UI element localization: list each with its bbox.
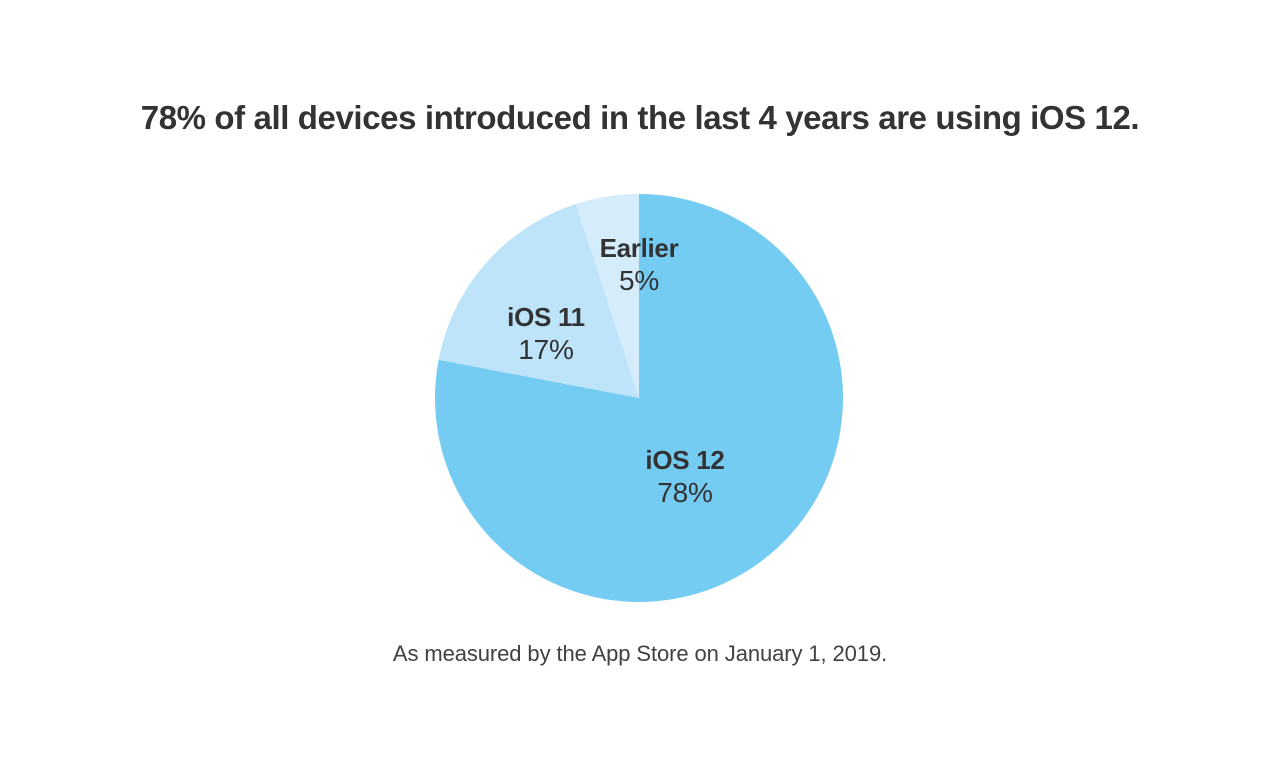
chart-caption: As measured by the App Store on January …: [392, 641, 888, 666]
pie-slice-group: [434, 194, 843, 602]
chart-title: 78% of all devices introduced in the las…: [140, 99, 1140, 136]
pie-slice-earlier: [575, 194, 639, 398]
pie-slice-ios-11: [438, 203, 639, 398]
pie-slice-ios-12: [434, 194, 843, 602]
pie-svg: [434, 194, 843, 602]
pie-chart-graphic: [434, 194, 843, 602]
